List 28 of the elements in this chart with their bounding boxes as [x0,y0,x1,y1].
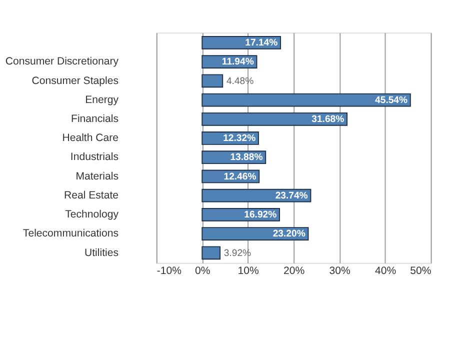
y-tick-label: Industrials [70,151,118,164]
y-tick-label: Financials [71,113,118,126]
data-label: 16.92% [244,210,278,221]
data-label: 23.74% [275,190,308,202]
y-tick-label: Utilities [84,246,118,259]
x-tick-label: 0% [194,264,210,277]
data-label: 11.94% [222,56,254,68]
y-tick-label: Telecommunications [22,228,118,240]
y-tick-label: Technology [65,208,120,221]
x-tick-label: 40% [375,264,396,277]
data-label: 17.14% [245,38,278,49]
y-tick-label: Materials [76,170,118,182]
x-tick-label: 10% [238,264,259,277]
x-tick-label: 30% [329,264,350,277]
x-tick-label: 50% [410,264,432,277]
data-label: 23.20% [272,228,306,240]
data-label: 12.46% [224,171,257,182]
y-tick-label: Real Estate [64,189,119,202]
data-label: 45.54% [375,94,408,106]
data-label: 12.32% [223,133,256,144]
y-tick-label: Consumer Discretionary [5,56,120,68]
x-tick-label: -10% [156,264,182,277]
y-tick-label: Consumer Staples [32,74,118,87]
data-label: 31.68% [312,114,345,126]
y-tick-label: Health Care [62,132,119,144]
y-tick-label: Energy [85,94,120,106]
x-tick-label: 20% [284,264,305,277]
data-label: 13.88% [230,152,264,164]
